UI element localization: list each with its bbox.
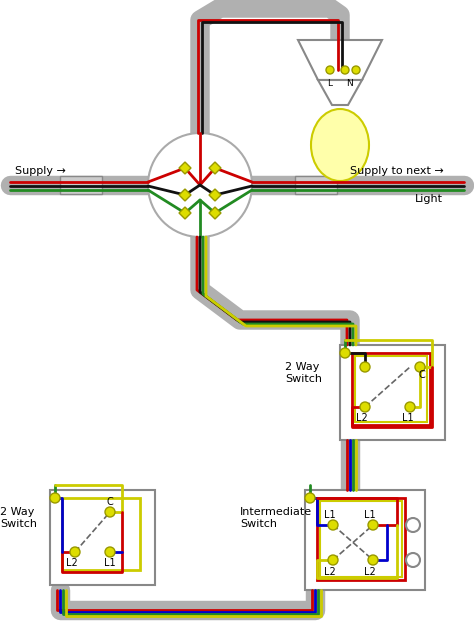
Bar [50, 490, 155, 585]
Circle shape [341, 66, 349, 74]
Circle shape [368, 520, 378, 530]
Ellipse shape [311, 109, 369, 181]
Circle shape [352, 66, 360, 74]
Circle shape [405, 402, 415, 412]
Text: L1: L1 [324, 510, 336, 520]
Circle shape [406, 518, 420, 532]
Circle shape [50, 493, 60, 503]
Circle shape [326, 66, 334, 74]
Text: L: L [328, 78, 332, 87]
Polygon shape [209, 207, 221, 219]
Text: L2: L2 [356, 413, 368, 423]
Polygon shape [209, 162, 221, 174]
Bar [320, 501, 402, 577]
Bar [305, 490, 425, 590]
Text: 2 Way
Switch: 2 Way Switch [285, 362, 322, 384]
Circle shape [148, 133, 252, 237]
Circle shape [360, 402, 370, 412]
Polygon shape [179, 207, 191, 219]
Text: N: N [346, 78, 354, 87]
Polygon shape [179, 189, 191, 201]
Circle shape [105, 547, 115, 557]
Text: L2: L2 [66, 558, 78, 568]
Bar [355, 356, 427, 422]
Circle shape [368, 555, 378, 565]
Text: L1: L1 [402, 413, 414, 423]
Circle shape [105, 507, 115, 517]
Circle shape [70, 547, 80, 557]
Polygon shape [209, 189, 221, 201]
Text: L1: L1 [104, 558, 116, 568]
Circle shape [328, 555, 338, 565]
Text: C: C [107, 497, 113, 507]
Circle shape [415, 362, 425, 372]
Circle shape [328, 520, 338, 530]
Text: L1: L1 [364, 510, 376, 520]
Text: Supply to next →: Supply to next → [350, 166, 444, 176]
Polygon shape [179, 162, 191, 174]
Circle shape [406, 553, 420, 567]
Text: L2: L2 [324, 567, 336, 577]
Circle shape [340, 348, 350, 358]
Text: 2 Way
Switch: 2 Way Switch [0, 507, 37, 529]
Polygon shape [318, 80, 362, 105]
Bar [295, 176, 337, 194]
Polygon shape [298, 40, 382, 80]
Text: Supply →: Supply → [15, 166, 66, 176]
Circle shape [305, 493, 315, 503]
Text: C: C [419, 370, 425, 380]
Circle shape [360, 362, 370, 372]
Bar [317, 498, 405, 580]
Text: Light: Light [415, 194, 443, 204]
Bar [62, 498, 140, 570]
Bar [340, 345, 445, 440]
Text: Intermediate
Switch: Intermediate Switch [240, 507, 312, 529]
Bar [352, 353, 430, 425]
Bar [60, 176, 102, 194]
Text: L2: L2 [364, 567, 376, 577]
